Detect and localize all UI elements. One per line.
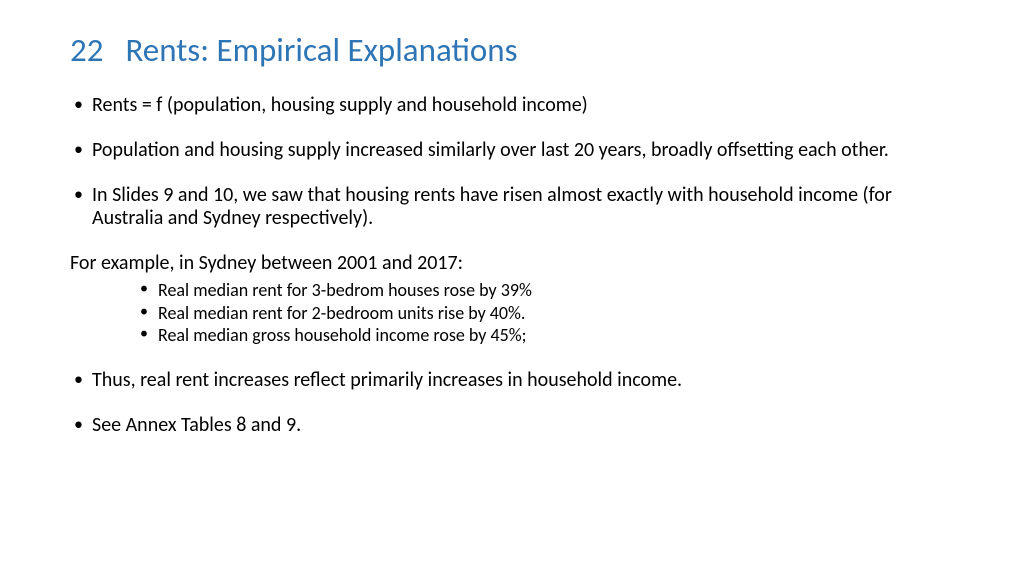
- bullets-bottom: Thus, real rent increases reflect primar…: [70, 369, 964, 437]
- example-intro: For example, in Sydney between 2001 and …: [70, 252, 964, 275]
- bullet-item: In Slides 9 and 10, we saw that housing …: [70, 184, 964, 230]
- slide-title-row: 22 Rents: Empirical Explanations: [70, 30, 964, 70]
- example-sublist: Real median rent for 3-bedrom houses ros…: [70, 279, 964, 347]
- bullet-item: See Annex Tables 8 and 9.: [70, 414, 964, 437]
- bullet-item: Population and housing supply increased …: [70, 139, 964, 162]
- sub-item: Real median rent for 2-bedroom units ris…: [70, 302, 964, 325]
- bullet-item: Rents = f (population, housing supply an…: [70, 94, 964, 117]
- sub-item: Real median rent for 3-bedrom houses ros…: [70, 279, 964, 302]
- slide-title: Rents: Empirical Explanations: [125, 30, 517, 70]
- sub-item: Real median gross household income rose …: [70, 324, 964, 347]
- bullet-item: Thus, real rent increases reflect primar…: [70, 369, 964, 392]
- slide-number: 22: [70, 30, 103, 70]
- bullets-top: Rents = f (population, housing supply an…: [70, 94, 964, 230]
